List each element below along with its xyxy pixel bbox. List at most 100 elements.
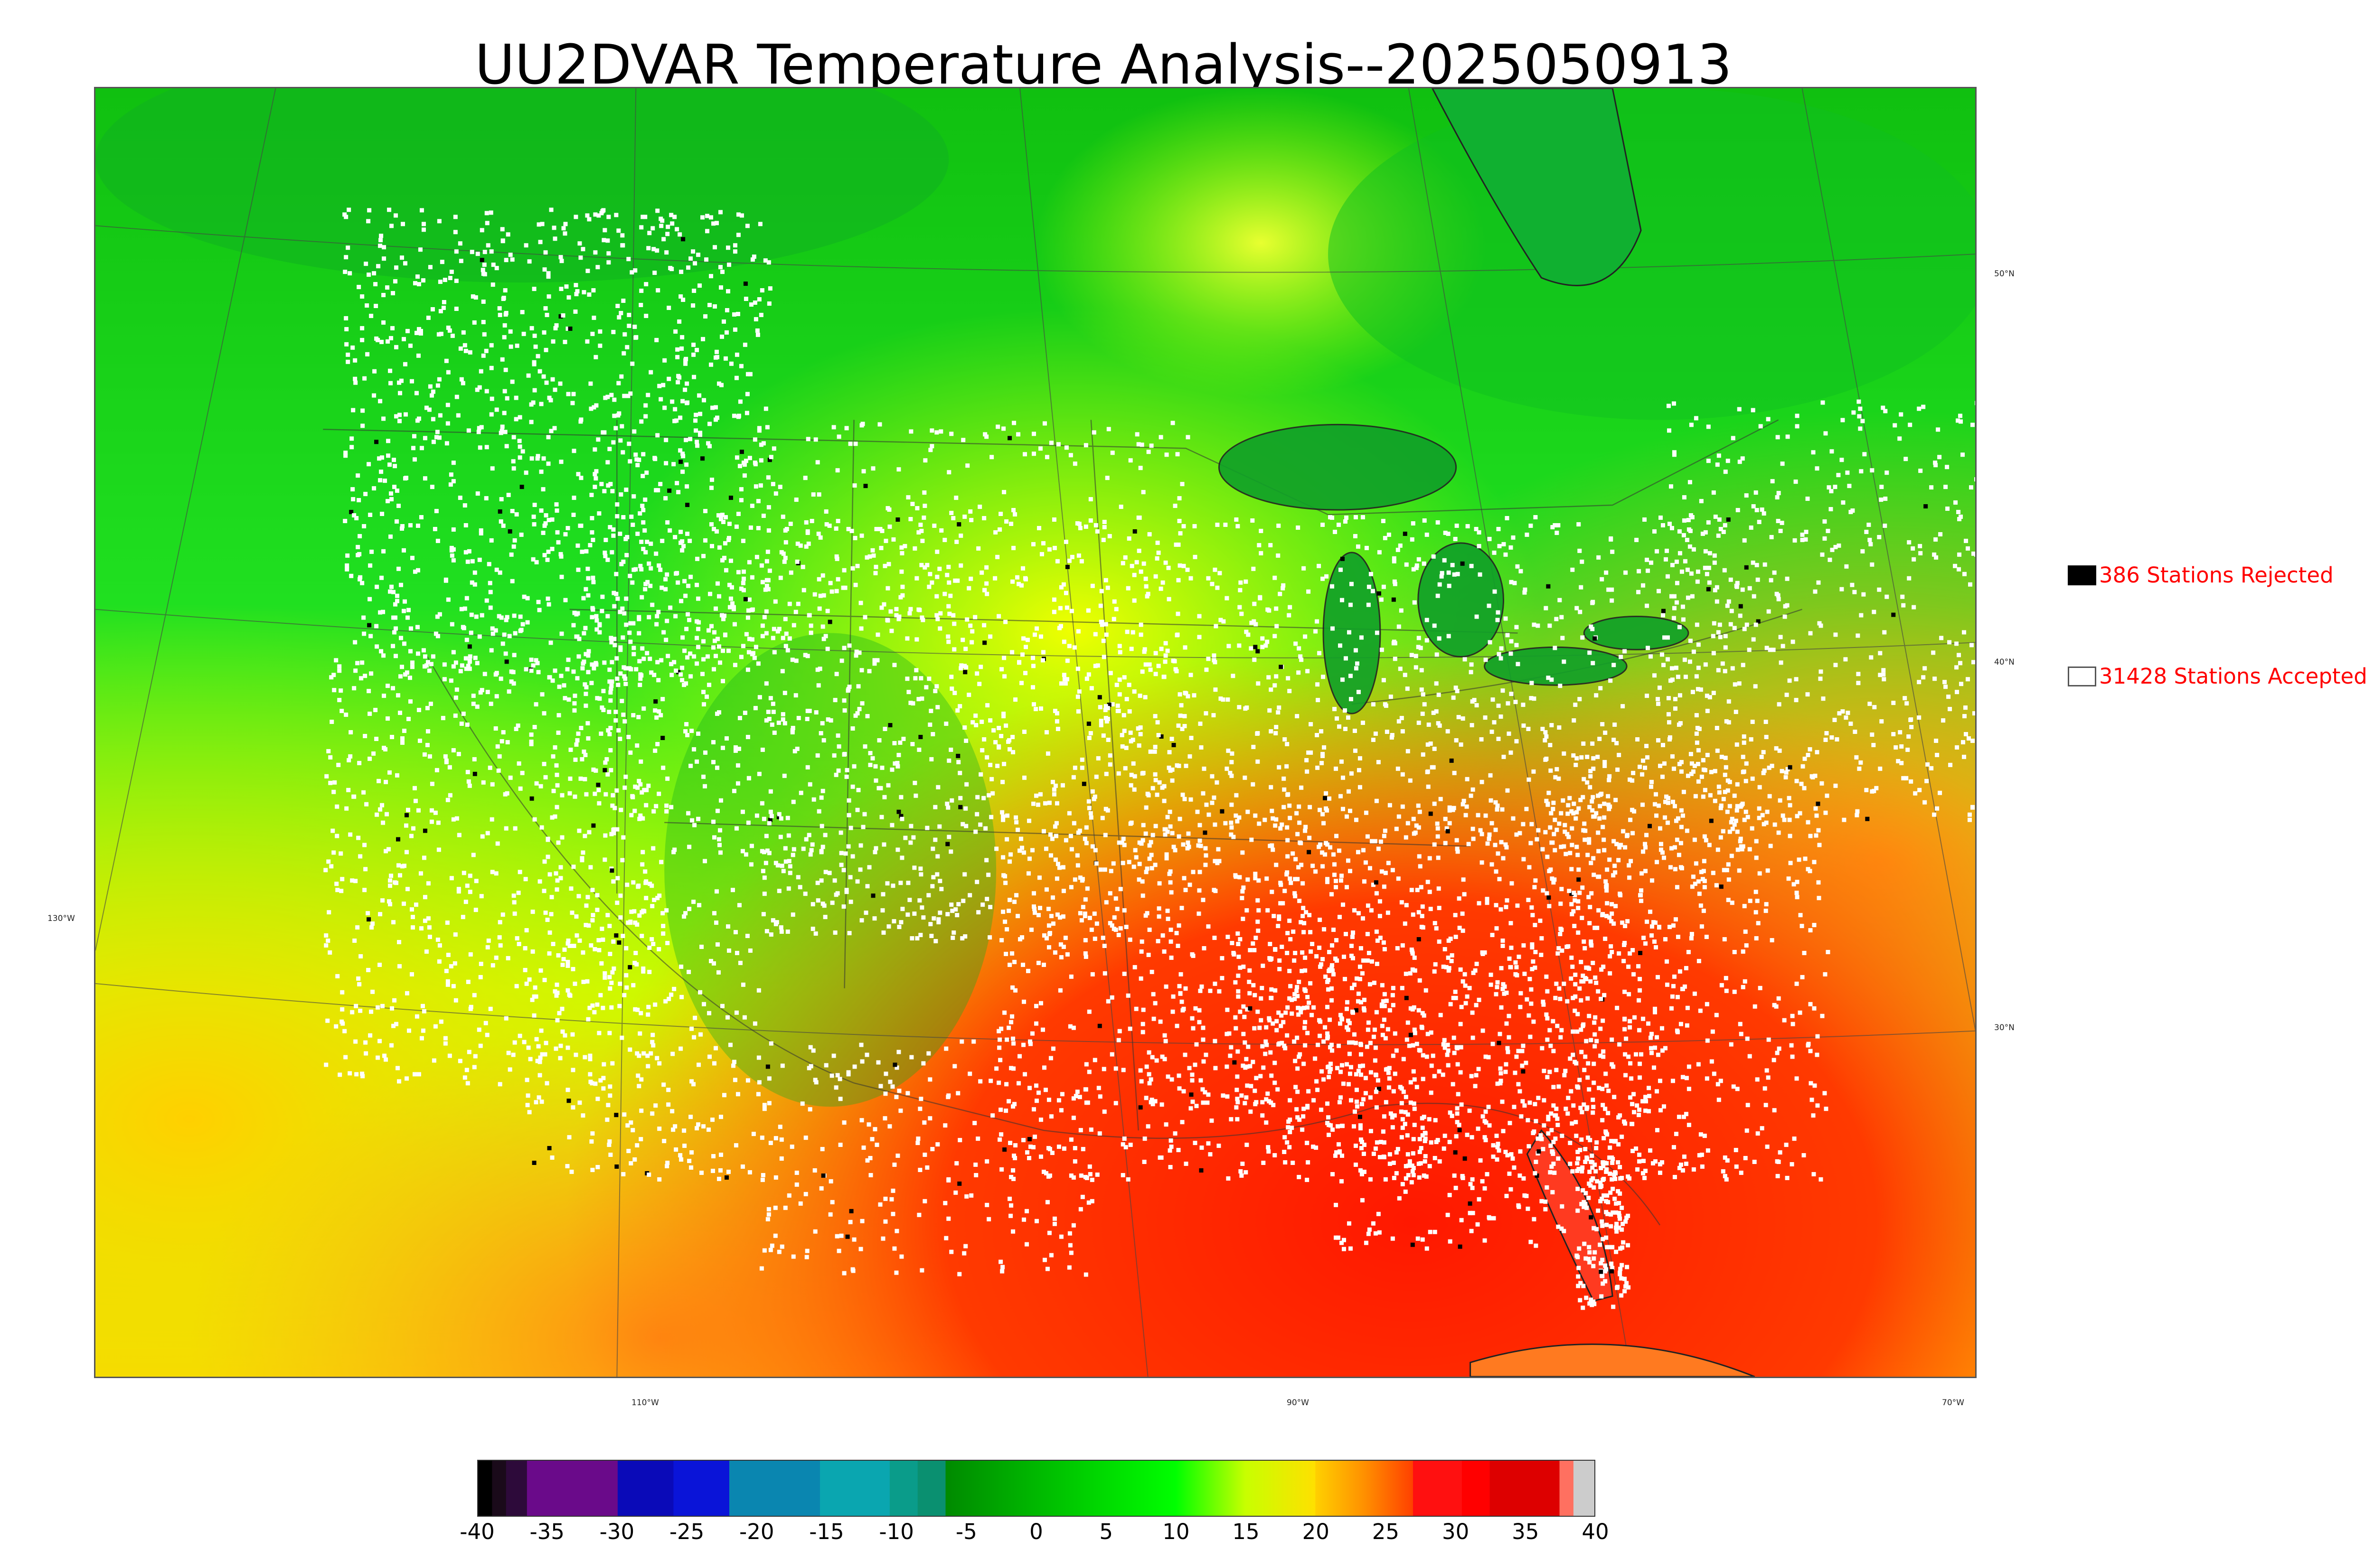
station-marker	[1576, 867, 1581, 872]
station-marker	[1540, 847, 1545, 852]
station-marker	[1241, 885, 1246, 890]
station-marker	[1643, 842, 1648, 846]
station-marker	[1445, 1052, 1450, 1057]
station-marker	[1150, 833, 1155, 837]
station-marker	[678, 540, 683, 545]
station-marker	[387, 207, 392, 212]
station-marker	[1288, 984, 1293, 988]
station-marker	[1176, 944, 1180, 948]
station-marker	[1160, 580, 1165, 585]
station-marker	[1142, 649, 1147, 654]
station-marker	[558, 1043, 563, 1048]
station-marker	[519, 485, 524, 489]
station-marker	[1323, 796, 1328, 800]
station-marker	[1065, 952, 1070, 957]
station-marker	[350, 1010, 355, 1014]
station-marker	[879, 815, 884, 819]
station-marker	[559, 574, 564, 579]
station-marker	[1117, 677, 1122, 682]
station-marker	[597, 801, 602, 806]
station-marker	[1152, 749, 1157, 754]
station-marker	[692, 747, 697, 751]
station-marker	[1103, 708, 1108, 713]
station-marker	[576, 654, 581, 659]
station-marker	[1103, 622, 1108, 627]
station-marker	[1500, 688, 1505, 693]
station-marker	[1104, 900, 1109, 905]
station-marker	[776, 815, 781, 819]
station-marker	[553, 326, 558, 330]
station-marker	[1169, 955, 1174, 960]
station-marker	[791, 799, 796, 804]
station-marker	[611, 440, 616, 445]
station-marker	[1395, 547, 1400, 552]
station-marker	[367, 208, 372, 213]
station-marker	[817, 809, 821, 814]
station-marker	[1269, 1073, 1274, 1078]
station-marker	[765, 549, 770, 554]
station-marker	[629, 813, 634, 817]
station-marker	[584, 692, 588, 696]
station-marker	[1274, 624, 1279, 629]
station-marker	[1108, 762, 1112, 767]
station-marker	[467, 667, 472, 671]
station-marker	[1550, 525, 1555, 529]
station-marker	[511, 1052, 516, 1057]
station-marker	[1065, 658, 1070, 663]
station-marker	[1068, 834, 1073, 838]
station-marker	[1334, 938, 1339, 943]
station-marker	[621, 243, 625, 248]
station-marker	[561, 957, 566, 961]
station-marker	[759, 442, 763, 447]
station-marker	[594, 469, 599, 474]
station-marker	[938, 626, 942, 631]
station-marker	[1213, 859, 1217, 864]
station-marker	[600, 609, 604, 613]
station-marker	[951, 516, 956, 520]
station-marker	[1334, 879, 1338, 883]
station-marker	[1328, 515, 1333, 519]
station-marker	[392, 485, 397, 489]
station-marker	[1290, 997, 1294, 1002]
station-marker	[349, 730, 353, 734]
station-marker	[325, 1018, 330, 1023]
station-marker	[526, 1045, 531, 1050]
station-marker	[1053, 857, 1058, 862]
station-marker	[352, 686, 357, 691]
station-marker	[827, 523, 832, 528]
station-marker	[422, 1009, 426, 1014]
station-marker	[1286, 676, 1291, 681]
station-marker	[1465, 777, 1470, 781]
station-marker	[1147, 662, 1152, 667]
station-marker	[1001, 873, 1006, 878]
station-marker	[868, 751, 873, 755]
station-marker	[1217, 989, 1222, 994]
station-marker	[710, 478, 715, 482]
station-marker	[1076, 553, 1081, 558]
station-marker	[815, 460, 820, 465]
station-marker	[564, 284, 569, 289]
station-marker	[1055, 876, 1059, 881]
station-marker	[1349, 582, 1354, 586]
station-marker	[932, 523, 937, 528]
station-marker	[1346, 715, 1350, 720]
station-marker	[494, 567, 499, 572]
station-marker	[454, 306, 459, 311]
station-marker	[716, 581, 720, 586]
station-marker	[1409, 888, 1414, 892]
station-marker	[579, 726, 584, 731]
station-marker	[646, 1064, 650, 1069]
station-marker	[435, 383, 440, 388]
station-marker	[1531, 1019, 1536, 1024]
station-marker	[603, 792, 608, 797]
station-marker	[1287, 689, 1292, 694]
station-marker	[1112, 915, 1117, 920]
station-marker	[405, 887, 410, 892]
station-marker	[1031, 542, 1036, 546]
station-marker	[932, 916, 936, 921]
station-marker	[792, 749, 797, 753]
station-marker	[1167, 597, 1171, 601]
station-marker	[1083, 524, 1088, 529]
station-marker	[426, 916, 431, 921]
station-marker	[663, 587, 668, 592]
